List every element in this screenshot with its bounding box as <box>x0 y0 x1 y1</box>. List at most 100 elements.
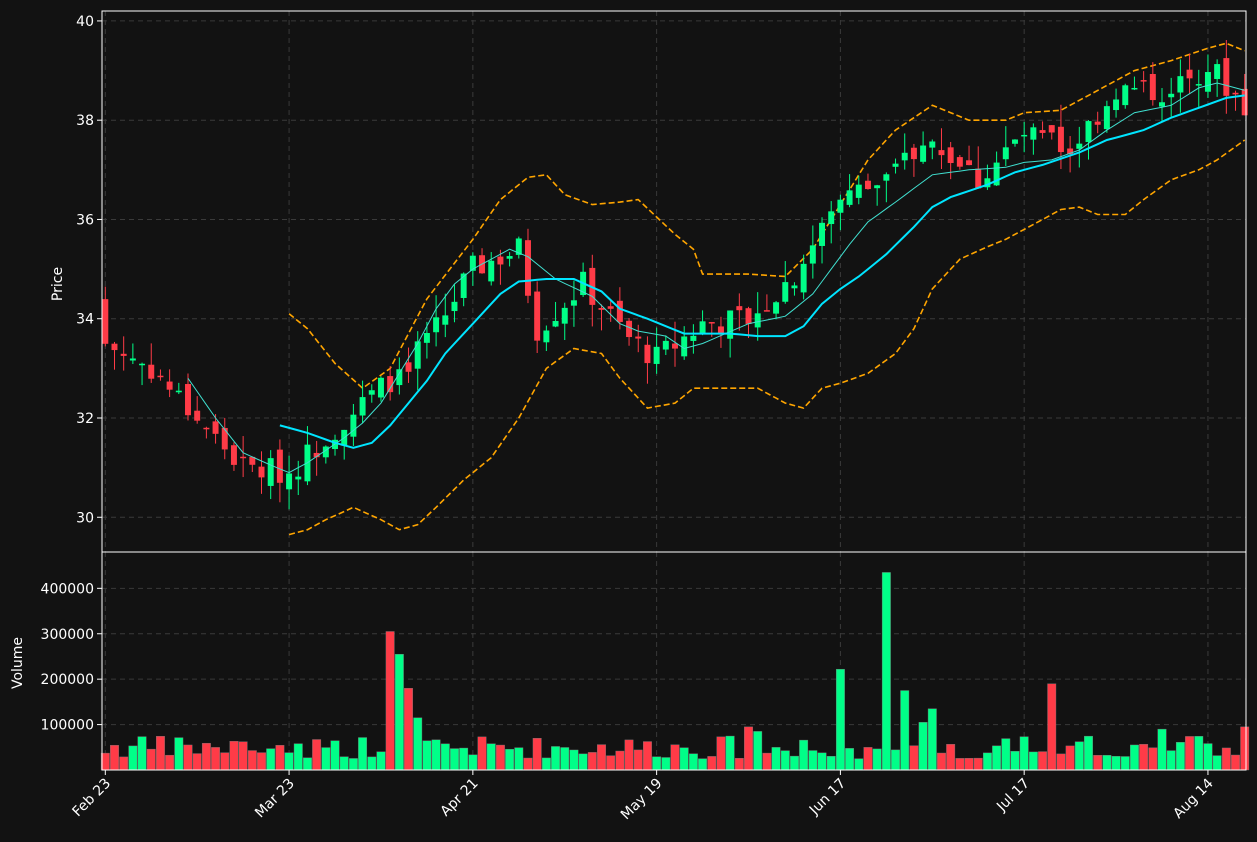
candle-up <box>506 256 513 259</box>
volume-bar-up <box>413 717 423 771</box>
volume-bar-down <box>744 726 753 771</box>
volume-bar-down <box>146 748 156 771</box>
candle-down <box>1186 69 1193 79</box>
volume-bar-up <box>1074 741 1084 771</box>
volume-bar-up <box>284 752 294 771</box>
volume-bar-down <box>201 742 211 771</box>
candle-up <box>690 335 697 341</box>
volume-tick-label: 200000 <box>41 672 94 688</box>
volume-bar-up <box>321 747 331 771</box>
candle-down <box>1149 74 1156 101</box>
volume-bar-up <box>725 735 735 771</box>
candle-down <box>763 310 770 312</box>
moving-averages <box>187 82 1245 474</box>
volume-bar-up <box>358 737 368 771</box>
volume-bar-down <box>973 757 983 771</box>
volume-bar-down <box>707 756 717 771</box>
candle-up <box>800 263 807 293</box>
candle-down <box>1232 92 1239 95</box>
candle-up <box>368 390 375 395</box>
price-tick-label: 30 <box>76 510 94 526</box>
volume-bar-down <box>1047 683 1057 771</box>
volume-bar-up <box>541 757 551 771</box>
volume-bar-up <box>771 747 781 771</box>
candle-up <box>469 255 476 271</box>
lower-band-line <box>288 139 1246 536</box>
candle-down <box>644 344 651 364</box>
candle-up <box>791 285 798 289</box>
candle-up <box>892 163 899 167</box>
candle-up <box>1076 143 1083 149</box>
candle-down <box>387 376 394 393</box>
volume-bar-down <box>964 758 974 771</box>
volume-bar-up <box>266 748 276 771</box>
volume-bar-up <box>1166 750 1176 771</box>
candle-up <box>920 145 927 162</box>
volume-bar-up <box>872 748 882 771</box>
volume-bar-up <box>339 756 349 771</box>
candle-up <box>1113 99 1120 111</box>
volume-bar-up <box>799 739 809 771</box>
candle-down <box>497 256 504 265</box>
candle-down <box>203 427 210 430</box>
candle-up <box>267 458 274 486</box>
volume-bar-down <box>624 739 634 771</box>
candle-up <box>451 301 458 312</box>
candle-down <box>120 353 127 356</box>
candle-up <box>662 340 669 350</box>
price-tick-label: 40 <box>76 14 94 30</box>
volume-bar-up <box>486 743 496 771</box>
candle-down <box>736 306 743 311</box>
volume-bar-up <box>330 740 340 771</box>
candle-down <box>240 456 247 459</box>
ma-slow-line <box>279 94 1245 449</box>
volume-bar-down <box>523 757 533 771</box>
candle-up <box>699 321 706 334</box>
volume-bar-up <box>753 731 763 771</box>
volume-bar-down <box>385 631 395 771</box>
candle-up <box>1204 72 1211 92</box>
volume-bar-down <box>937 752 946 771</box>
volume-bar-up <box>652 756 662 771</box>
candle-down <box>1057 126 1064 153</box>
volume-bar-up <box>1120 756 1130 771</box>
volume-tick-label: 100000 <box>41 718 94 734</box>
volume-bar-up <box>1102 755 1112 771</box>
candle-up <box>570 300 577 306</box>
volume-bars <box>100 572 1250 771</box>
candle-up <box>460 273 467 298</box>
volume-bar-up <box>459 747 469 771</box>
candle-down <box>708 322 715 324</box>
volume-bar-up <box>128 745 138 771</box>
volume-bar-up <box>661 757 671 771</box>
volume-bar-up <box>1028 751 1038 771</box>
candle-up <box>129 358 136 361</box>
candle-down <box>947 147 954 164</box>
volume-bar-down <box>275 745 285 771</box>
volume-bar-up <box>303 757 312 771</box>
volume-bar-down <box>909 745 919 771</box>
candle-up <box>396 369 403 386</box>
volume-bar-up <box>505 748 515 771</box>
volume-bar-down <box>587 752 597 771</box>
volume-bar-down <box>183 744 193 771</box>
candle-down <box>212 421 219 434</box>
volume-bar-up <box>1130 744 1139 771</box>
candle-down <box>185 384 191 416</box>
volume-bar-up <box>468 754 478 771</box>
candle-down <box>221 427 228 450</box>
volume-bar-up <box>514 747 524 771</box>
volume-bar-down <box>257 752 266 771</box>
candle-down <box>1140 80 1147 82</box>
candle-up <box>295 476 302 480</box>
candle-down <box>717 326 724 333</box>
candle-down <box>258 466 265 478</box>
volume-bar-down <box>1065 745 1075 771</box>
candle-down <box>194 410 201 421</box>
candles <box>102 40 1248 510</box>
volume-bar-down <box>312 739 322 771</box>
candle-up <box>1030 127 1037 140</box>
candle-up <box>552 320 559 327</box>
candle-up <box>1085 121 1092 142</box>
